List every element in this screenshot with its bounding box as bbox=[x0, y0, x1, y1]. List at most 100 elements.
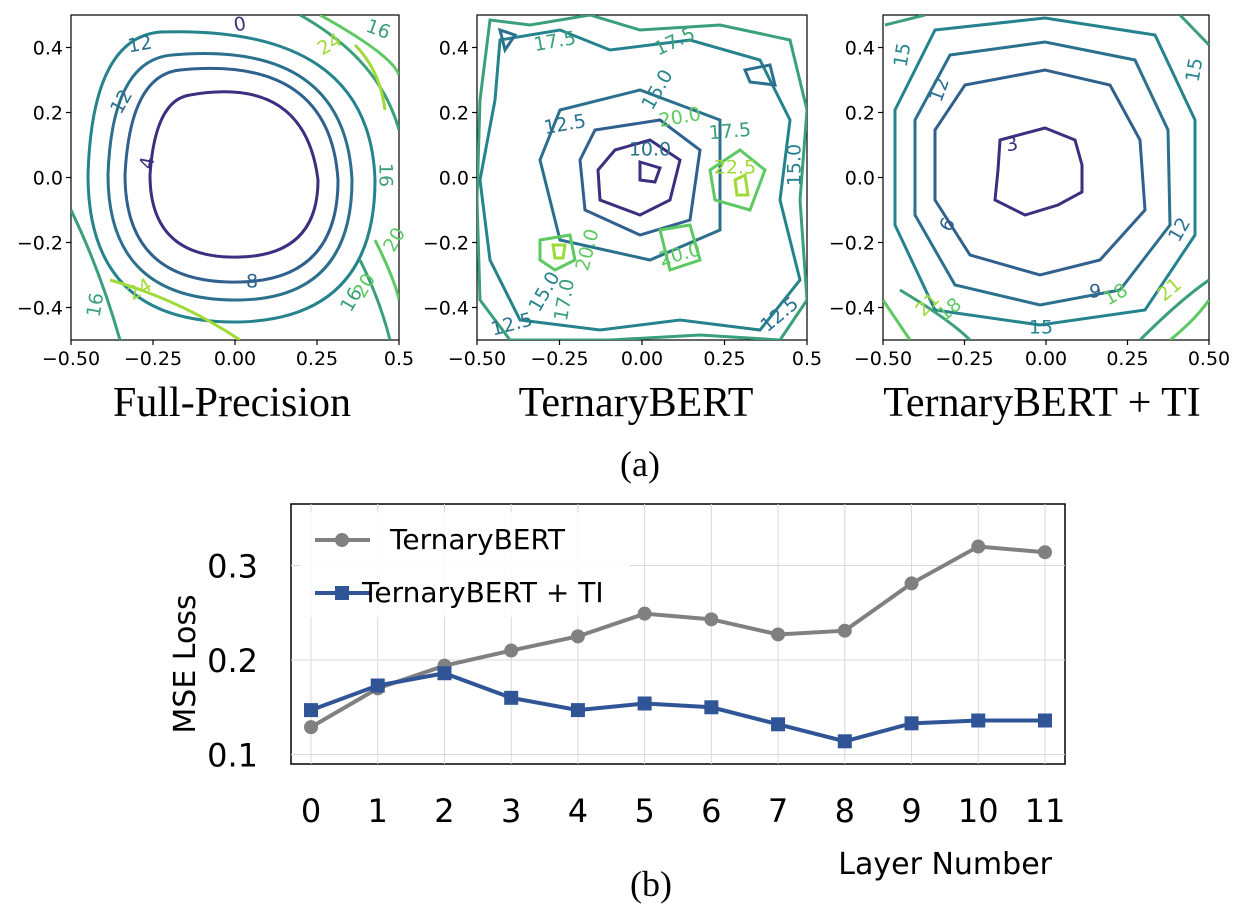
contour-line bbox=[933, 68, 1147, 277]
contour-label: 15 bbox=[890, 41, 916, 69]
tick-labels: 0 1 2 3 4 5 6 7 8 9 10 11 0.1 0.2 0.3 bbox=[207, 547, 1065, 830]
x-tick-label: 0.00 bbox=[1025, 348, 1067, 370]
data-point-ternarybert bbox=[904, 576, 919, 591]
contour-label: 12 bbox=[126, 32, 154, 58]
contour-line bbox=[883, 299, 912, 340]
contour-axes: −0.50 −0.25 0.00 0.25 0.5 0.4 0.2 0.0 −0.2 −0.4 Fu… bbox=[17, 38, 1230, 427]
x-tick-label: 5 bbox=[634, 792, 654, 830]
legend-box bbox=[300, 512, 630, 617]
contour-label: 0 bbox=[232, 13, 248, 37]
y-axis-label: MSE Loss bbox=[168, 594, 203, 733]
contour-line bbox=[477, 15, 807, 340]
legend-marker-ternarybert-ti bbox=[335, 586, 349, 600]
y-tick-label: 0.2 bbox=[33, 103, 63, 125]
contour-line bbox=[733, 172, 750, 197]
x-tick-label: 4 bbox=[568, 792, 588, 830]
x-tick-label: −0.50 bbox=[42, 348, 100, 370]
y-tick-label: 0.0 bbox=[439, 168, 469, 190]
y-tick-label: 0.4 bbox=[33, 38, 63, 60]
data-point-ternarybert bbox=[971, 539, 986, 554]
x-tick-label: 0.00 bbox=[214, 348, 256, 370]
line-chart-mse-loss: 0 1 2 3 4 5 6 7 8 9 10 11 0.1 0.2 0.3 MSE Loss Layer N… bbox=[168, 503, 1066, 882]
legend-label-ternarybert: TernaryBERT bbox=[389, 523, 566, 556]
contour-label: 15 bbox=[1029, 317, 1053, 339]
x-tick-label: −0.25 bbox=[124, 348, 182, 370]
data-point-ternarybert-ti bbox=[971, 713, 986, 728]
y-tick-label: −0.4 bbox=[17, 298, 63, 320]
contour-panel-ternarybert-ti bbox=[882, 14, 1210, 341]
caption-a: (a) bbox=[620, 444, 660, 484]
y-tick-label: −0.4 bbox=[829, 298, 875, 320]
contour-label: 8 bbox=[246, 271, 258, 293]
x-tick-label: 0.25 bbox=[1106, 348, 1148, 370]
panel-title: TernaryBERT bbox=[519, 380, 754, 426]
contour-label: 3 bbox=[1004, 133, 1020, 157]
data-point-ternarybert bbox=[704, 612, 719, 627]
contour-line bbox=[578, 118, 702, 237]
contour-line bbox=[1178, 15, 1209, 47]
contour-line bbox=[596, 138, 682, 217]
contour-label: 10.0 bbox=[629, 139, 671, 161]
contour-panel-full-precision bbox=[70, 14, 400, 341]
data-point-ternarybert bbox=[1037, 545, 1052, 560]
contour-label: 9 bbox=[1089, 281, 1101, 303]
contour-line bbox=[86, 30, 377, 324]
x-tick-label: 0.00 bbox=[621, 348, 663, 370]
x-tick-label: −0.25 bbox=[530, 348, 588, 370]
data-point-ternarybert bbox=[637, 606, 652, 621]
data-point-ternarybert-ti bbox=[304, 703, 319, 718]
data-point-ternarybert-ti bbox=[771, 717, 786, 732]
data-point-ternarybert bbox=[304, 720, 319, 735]
legend-label-ternarybert-ti: TernaryBERT + TI bbox=[361, 576, 604, 609]
contour-line bbox=[478, 28, 802, 332]
y-tick-label: 0.3 bbox=[207, 547, 258, 585]
y-tick-label: 0.1 bbox=[207, 737, 258, 775]
x-tick-label: 0.25 bbox=[296, 348, 338, 370]
contour-line bbox=[884, 15, 926, 27]
contour-label: 17.5 bbox=[708, 119, 752, 145]
x-tick-label: 10 bbox=[958, 792, 999, 830]
data-point-ternarybert-ti bbox=[1037, 713, 1052, 728]
contour-line bbox=[319, 15, 399, 76]
x-tick-label: 0.5 bbox=[792, 348, 822, 370]
contour-line bbox=[299, 15, 399, 131]
y-tick-label: 0.0 bbox=[33, 168, 63, 190]
data-point-ternarybert-ti bbox=[837, 734, 852, 749]
data-point-ternarybert-ti bbox=[704, 700, 719, 715]
contour-line bbox=[538, 88, 722, 262]
data-point-ternarybert-ti bbox=[370, 678, 385, 693]
contour-line bbox=[106, 52, 354, 302]
contour-line bbox=[1169, 299, 1209, 340]
panel-title: TernaryBERT + TI bbox=[883, 380, 1201, 426]
contour-line bbox=[497, 27, 518, 54]
y-tick-label: 0.2 bbox=[207, 642, 258, 680]
y-tick-label: −0.2 bbox=[423, 233, 469, 255]
y-tick-label: −0.2 bbox=[17, 233, 63, 255]
contour-line bbox=[538, 233, 577, 272]
contour-line bbox=[638, 159, 662, 184]
contour-line bbox=[742, 63, 777, 87]
contour-line bbox=[658, 223, 702, 272]
data-point-ternarybert bbox=[504, 643, 519, 658]
series-line-ternarybert-ti bbox=[310, 671, 1045, 744]
data-point-ternarybert-ti bbox=[904, 716, 919, 731]
contour-line bbox=[109, 278, 241, 340]
x-tick-label: 0.25 bbox=[703, 348, 745, 370]
x-axis-label: Layer Number bbox=[838, 847, 1052, 882]
x-tick-label: 3 bbox=[501, 792, 521, 830]
contour-line bbox=[71, 209, 122, 340]
contour-label: 4 bbox=[136, 155, 160, 171]
x-tick-label: 7 bbox=[768, 792, 788, 830]
y-tick-label: 0.2 bbox=[439, 103, 469, 125]
contour-label: 22.5 bbox=[714, 157, 756, 179]
series-layer bbox=[304, 539, 1052, 749]
x-tick-label: −0.25 bbox=[935, 348, 993, 370]
series-line-ternarybert bbox=[310, 544, 1046, 729]
legend-marker-ternarybert bbox=[335, 533, 349, 547]
contour-label: 15 bbox=[1182, 56, 1208, 84]
caption-b: (b) bbox=[630, 864, 672, 904]
x-tick-label: 0 bbox=[301, 792, 321, 830]
data-point-ternarybert-ti bbox=[637, 696, 652, 711]
contour-line bbox=[123, 66, 340, 284]
